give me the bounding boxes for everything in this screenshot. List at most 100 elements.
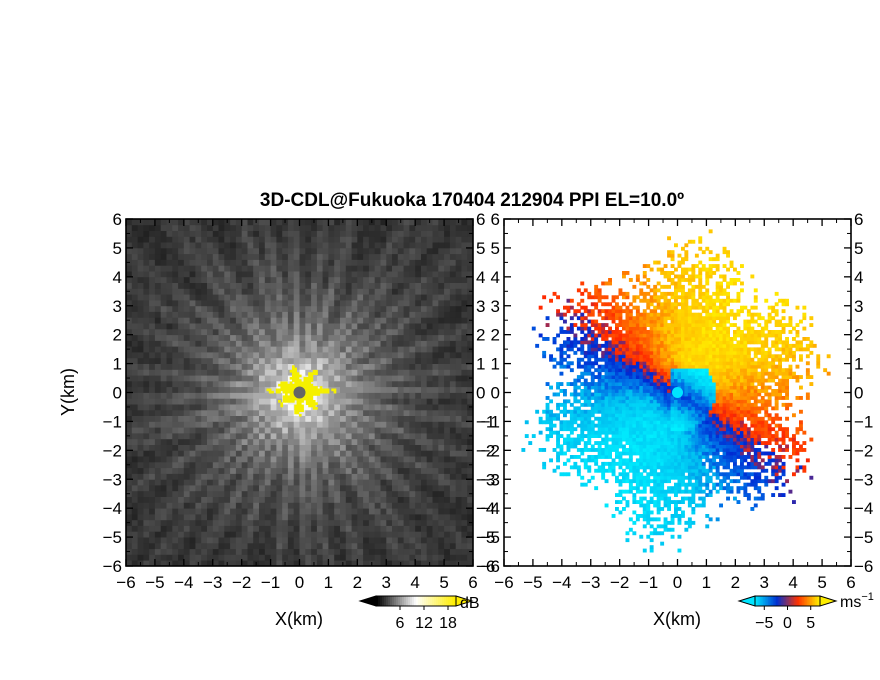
- snr-cell: [183, 300, 190, 307]
- velocity-cell: [608, 402, 612, 407]
- snr-cell: [253, 294, 260, 301]
- snr-cell: [201, 247, 208, 255]
- snr-cell: [311, 317, 318, 324]
- velocity-cell: [576, 465, 581, 470]
- snr-cell: [270, 519, 277, 526]
- snr-saturated-cell: [310, 390, 314, 394]
- snr-cell: [461, 531, 468, 538]
- snr-cell: [160, 444, 167, 451]
- velocity-cell: [625, 347, 630, 352]
- snr-cell: [392, 219, 399, 226]
- snr-cell: [183, 386, 190, 393]
- snr-cell: [178, 554, 185, 561]
- snr-cell: [421, 554, 428, 561]
- snr-cell: [368, 300, 376, 307]
- snr-cell: [154, 456, 162, 463]
- snr-cell: [340, 525, 347, 532]
- snr-cell: [340, 282, 347, 289]
- snr-saturated-cell: [294, 374, 297, 378]
- snr-cell: [403, 473, 410, 480]
- velocity-cell: [622, 392, 626, 397]
- snr-cell: [207, 479, 214, 486]
- snr-cell: [235, 548, 243, 555]
- snr-cell: [316, 427, 324, 434]
- snr-cell: [397, 479, 404, 486]
- velocity-cell: [569, 361, 574, 366]
- snr-cell: [386, 219, 393, 226]
- snr-cell: [149, 490, 156, 497]
- snr-cell: [207, 392, 214, 399]
- velocity-cell: [601, 420, 606, 425]
- snr-cell: [201, 433, 208, 440]
- snr-cell: [189, 467, 196, 474]
- snr-cell: [207, 369, 214, 376]
- snr-saturated-cell: [303, 395, 307, 399]
- snr-cell: [311, 537, 318, 544]
- snr-cell: [287, 334, 295, 341]
- velocity-cell: [611, 368, 616, 373]
- velocity-cell: [569, 441, 574, 445]
- snr-cell: [409, 554, 416, 561]
- velocity-cell: [556, 413, 560, 418]
- snr-cell: [264, 554, 271, 561]
- snr-cell: [316, 496, 324, 503]
- snr-cell: [207, 311, 214, 318]
- velocity-cell: [615, 323, 619, 327]
- snr-cell: [172, 363, 179, 370]
- snr-cell: [137, 415, 144, 422]
- snr-cell: [230, 560, 237, 567]
- snr-saturated-cell: [292, 388, 295, 392]
- snr-cell: [305, 282, 312, 289]
- snr-cell: [455, 369, 462, 376]
- snr-saturated-cell: [294, 372, 297, 375]
- snr-cell: [415, 300, 422, 307]
- snr-cell: [183, 242, 190, 249]
- snr-saturated-cell: [285, 393, 288, 396]
- snr-cell: [345, 236, 352, 243]
- snr-cell: [189, 537, 196, 544]
- velocity-cell: [542, 420, 547, 425]
- velocity-cell: [608, 312, 612, 317]
- velocity-cell: [611, 399, 616, 404]
- snr-cell: [259, 554, 266, 561]
- velocity-cell: [583, 364, 588, 369]
- snr-cell: [183, 456, 190, 463]
- velocity-cell: [618, 288, 623, 293]
- velocity-cell: [625, 500, 630, 504]
- snr-cell: [293, 525, 300, 532]
- snr-cell: [374, 548, 381, 555]
- snr-cell: [311, 467, 318, 474]
- snr-cell: [455, 508, 462, 515]
- snr-cell: [426, 305, 433, 312]
- velocity-cell: [611, 402, 616, 407]
- snr-cell: [212, 386, 219, 393]
- snr-cell: [328, 560, 335, 567]
- snr-cell: [264, 375, 271, 382]
- snr-saturated-cell: [310, 393, 314, 396]
- velocity-cell: [590, 340, 595, 345]
- velocity-cell: [559, 448, 564, 452]
- snr-cell: [409, 421, 416, 428]
- snr-saturated-cell: [308, 383, 311, 387]
- velocity-cell: [601, 423, 606, 428]
- snr-cell: [293, 305, 300, 312]
- snr-cell: [154, 427, 162, 434]
- velocity-cell: [545, 316, 550, 321]
- snr-cell: [253, 485, 260, 492]
- snr-saturated-cell: [296, 381, 300, 385]
- snr-cell: [345, 398, 352, 405]
- snr-cell: [311, 305, 318, 312]
- velocity-cell: [549, 434, 553, 438]
- snr-cell: [392, 404, 399, 411]
- snr-cell: [455, 375, 462, 382]
- snr-cell: [287, 560, 295, 567]
- snr-cell: [264, 294, 271, 301]
- snr-cell: [253, 392, 260, 399]
- snr-cell: [201, 311, 208, 318]
- velocity-cell: [580, 316, 585, 321]
- snr-cell: [235, 386, 243, 393]
- snr-cell: [287, 496, 295, 503]
- snr-cell: [137, 328, 144, 336]
- velocity-cell: [632, 354, 637, 359]
- snr-cell: [259, 514, 266, 521]
